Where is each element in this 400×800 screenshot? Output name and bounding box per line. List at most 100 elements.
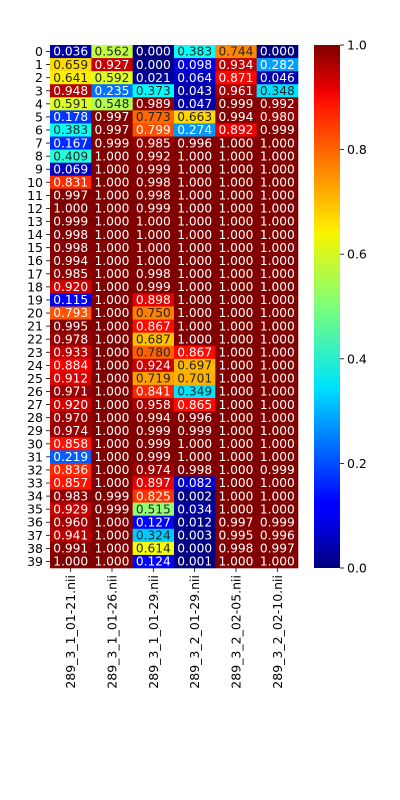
cell-value-label: 1.000 bbox=[136, 241, 171, 255]
heatmap-cell-16-1 bbox=[91, 254, 133, 268]
heatmap-cell-16-2 bbox=[132, 254, 175, 268]
heatmap-cell-38-1 bbox=[91, 541, 133, 556]
heatmap-cell-6-1 bbox=[91, 123, 133, 137]
cell-value-label: 1.000 bbox=[177, 254, 212, 268]
heatmap-cell-22-5 bbox=[256, 332, 299, 347]
cell-value-label: 0.934 bbox=[219, 58, 254, 72]
heatmap-cell-32-2 bbox=[132, 463, 175, 477]
heatmap-cell-23-2 bbox=[132, 345, 175, 360]
heatmap-cell-11-2 bbox=[132, 188, 175, 203]
y-tick-label: 39 bbox=[27, 554, 43, 569]
cell-value-label: 1.000 bbox=[177, 280, 212, 294]
cell-value-label: 1.000 bbox=[219, 476, 254, 490]
heatmap-cell-35-4 bbox=[215, 502, 257, 516]
cell-value-label: 0.064 bbox=[177, 71, 212, 85]
cell-value-label: 0.933 bbox=[53, 345, 88, 359]
heatmap-cell-35-5 bbox=[256, 502, 299, 516]
cell-value-label: 0.912 bbox=[53, 372, 88, 386]
cell-value-label: 1.000 bbox=[260, 306, 295, 320]
cell-value-label: 0.998 bbox=[136, 267, 171, 281]
heatmap-cell-4-5 bbox=[256, 97, 299, 111]
cell-value-label: 1.000 bbox=[260, 476, 295, 490]
heatmap-cell-31-2 bbox=[132, 450, 175, 464]
heatmap-cell-3-0 bbox=[50, 84, 92, 98]
cell-value-label: 1.000 bbox=[95, 162, 130, 176]
cell-value-label: 1.000 bbox=[219, 555, 254, 569]
heatmap-cell-33-2 bbox=[132, 476, 175, 490]
cell-value-label: 1.000 bbox=[260, 202, 295, 216]
cell-value-label: 1.000 bbox=[177, 437, 212, 451]
cell-value-label: 0.857 bbox=[53, 476, 88, 490]
heatmap-cell-17-1 bbox=[91, 267, 133, 281]
cell-value-label: 1.000 bbox=[219, 359, 254, 373]
heatmap-cell-33-0 bbox=[50, 476, 92, 490]
x-tick-label: 289_3_2_02-05.nii bbox=[229, 575, 244, 689]
y-tick-label: 3 bbox=[35, 83, 43, 98]
heatmap-cell-1-0 bbox=[50, 58, 92, 72]
heatmap-cell-16-5 bbox=[256, 254, 299, 268]
cell-value-label: 1.000 bbox=[95, 215, 130, 229]
cell-value-label: 1.000 bbox=[95, 228, 130, 242]
heatmap-cell-26-3 bbox=[174, 384, 216, 399]
cell-value-label: 0.780 bbox=[136, 345, 171, 359]
cell-value-label: 1.000 bbox=[219, 189, 254, 203]
cell-value-label: 0.999 bbox=[136, 162, 171, 176]
heatmap-cell-1-3 bbox=[174, 58, 216, 72]
heatmap-cell-0-3 bbox=[174, 45, 216, 59]
cell-value-label: 0.999 bbox=[95, 489, 130, 503]
heatmap-cell-35-1 bbox=[91, 502, 133, 516]
y-tick-label: 2 bbox=[35, 70, 43, 85]
colorbar: 0.0 0.2 0.4 0.6 0.8 1.0 bbox=[314, 38, 367, 576]
cell-value-label: 0.992 bbox=[136, 149, 171, 163]
heatmap-cell-6-0 bbox=[50, 123, 92, 137]
cell-value-label: 1.000 bbox=[95, 463, 130, 477]
heatmap-cell-7-3 bbox=[174, 136, 216, 150]
colorbar-tick-label: 0.6 bbox=[347, 247, 367, 262]
heatmap-cell-15-2 bbox=[132, 241, 175, 255]
heatmap-cell-28-3 bbox=[174, 411, 216, 425]
heatmap-cell-20-3 bbox=[174, 306, 216, 320]
heatmap-cell-23-5 bbox=[256, 345, 299, 360]
cell-value-label: 0.884 bbox=[53, 359, 88, 373]
cell-value-label: 0.998 bbox=[177, 463, 212, 477]
heatmap-cell-9-0 bbox=[50, 162, 92, 177]
y-tick-label: 8 bbox=[35, 149, 43, 164]
cell-value-label: 1.000 bbox=[260, 254, 295, 268]
heatmap-cell-37-4 bbox=[215, 528, 257, 543]
cell-value-label: 1.000 bbox=[219, 202, 254, 216]
heatmap-cell-33-5 bbox=[256, 476, 299, 490]
cell-value-label: 1.000 bbox=[95, 332, 130, 346]
heatmap-cell-7-4 bbox=[215, 136, 257, 150]
heatmap-cell-7-0 bbox=[50, 136, 92, 150]
cell-value-label: 1.000 bbox=[95, 175, 130, 189]
y-tick-label: 13 bbox=[27, 214, 43, 229]
cell-value-label: 0.997 bbox=[95, 123, 130, 137]
y-tick-label: 17 bbox=[27, 266, 43, 281]
heatmap-cell-6-3 bbox=[174, 123, 216, 137]
heatmap-cell-10-4 bbox=[215, 175, 257, 190]
cell-value-label: 0.274 bbox=[177, 123, 212, 137]
cell-value-label: 0.515 bbox=[136, 502, 171, 516]
cell-value-label: 0.999 bbox=[136, 424, 171, 438]
heatmap-cell-1-5 bbox=[256, 58, 299, 72]
heatmap-cell-14-5 bbox=[256, 228, 299, 242]
cell-value-label: 0.994 bbox=[219, 110, 254, 124]
cell-value-label: 0.983 bbox=[53, 489, 88, 503]
cell-value-label: 1.000 bbox=[260, 149, 295, 163]
heatmap-cell-3-4 bbox=[215, 84, 257, 98]
y-tick-label: 18 bbox=[27, 279, 43, 294]
heatmap-cell-24-5 bbox=[256, 358, 299, 373]
y-tick-label: 34 bbox=[27, 489, 43, 504]
cell-value-label: 0.974 bbox=[53, 424, 88, 438]
heatmap-cell-7-2 bbox=[132, 136, 175, 150]
heatmap-cell-17-3 bbox=[174, 267, 216, 281]
y-tick-label: 31 bbox=[27, 449, 43, 464]
cell-value-label: 1.000 bbox=[260, 228, 295, 242]
heatmap-cell-17-4 bbox=[215, 267, 257, 281]
y-tick-label: 38 bbox=[27, 541, 43, 556]
cell-value-label: 1.000 bbox=[219, 280, 254, 294]
heatmap-cell-0-2 bbox=[132, 45, 175, 59]
heatmap-cell-9-4 bbox=[215, 162, 257, 177]
cell-value-label: 0.897 bbox=[136, 476, 171, 490]
cell-value-label: 0.998 bbox=[53, 241, 88, 255]
